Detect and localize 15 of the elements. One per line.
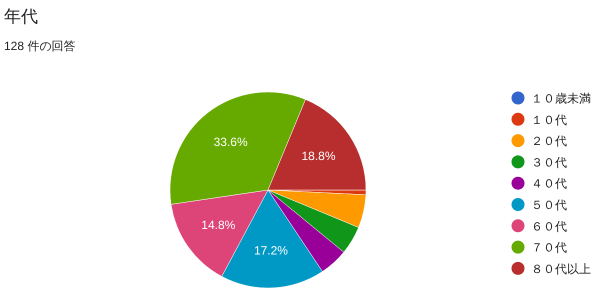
legend-label: ３０代 [531,155,567,170]
text: 128 件の回答 [4,39,76,53]
legend-label: ７０代 [531,240,567,255]
legend-label: ２０代 [531,134,567,148]
legend-label: ４０代 [531,176,567,191]
legend-label: ８０代以上 [531,262,591,276]
legend-label: １０代 [531,112,567,127]
data-label: 17.2% [254,244,288,258]
legend-label: ６０代 [531,219,567,234]
text: 年代 [4,7,38,26]
data-label: 14.8% [201,218,236,232]
legend-label: ５０代 [531,198,567,212]
data-label: 18.8% [302,149,336,164]
legend-label: １０歳未満 [531,92,591,106]
data-label: 33.6% [214,135,248,150]
